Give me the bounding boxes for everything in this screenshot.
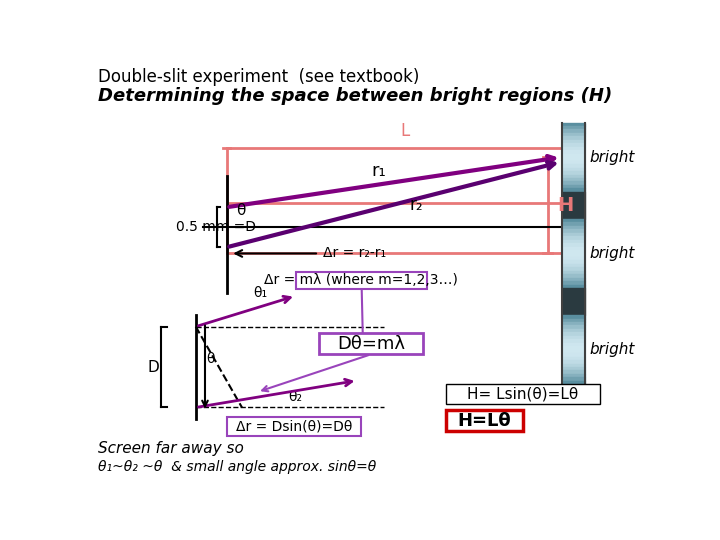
Bar (562, 181, 585, 185)
Bar (562, 264, 585, 267)
Bar (562, 150, 585, 154)
Bar (562, 130, 585, 133)
Bar (562, 333, 585, 336)
Bar (562, 353, 585, 356)
Bar (562, 370, 585, 374)
Bar (562, 346, 585, 350)
Bar (296, 272, 427, 289)
Bar (562, 322, 585, 326)
Text: Screen far away so: Screen far away so (98, 441, 244, 456)
Text: Double-slit experiment  (see textbook): Double-slit experiment (see textbook) (98, 68, 419, 86)
Bar (562, 161, 585, 164)
Bar (562, 260, 585, 264)
Text: bright: bright (589, 342, 634, 357)
Text: H= Lsin(θ)=Lθ: H= Lsin(θ)=Lθ (467, 387, 579, 402)
Bar (562, 171, 585, 174)
Bar (562, 123, 585, 126)
Bar (562, 377, 585, 381)
Bar (562, 222, 585, 226)
Bar (562, 164, 585, 167)
Bar (562, 278, 585, 281)
Bar (446, 384, 600, 404)
Bar (562, 329, 585, 333)
Text: H: H (557, 196, 573, 215)
Text: θ: θ (235, 203, 246, 218)
Text: 0.5 mm =D: 0.5 mm =D (176, 220, 256, 234)
Bar (562, 381, 585, 384)
Bar (562, 188, 585, 192)
Bar (562, 133, 585, 137)
Bar (562, 226, 585, 229)
Text: L: L (400, 122, 410, 140)
Text: r₁: r₁ (371, 162, 386, 180)
Bar (562, 267, 585, 271)
Text: Δr = mλ (where m=1,2,3…): Δr = mλ (where m=1,2,3…) (264, 273, 458, 287)
Text: r₂: r₂ (410, 196, 423, 214)
Text: Dθ=mλ: Dθ=mλ (337, 335, 405, 353)
Bar (562, 147, 585, 150)
Bar (562, 178, 585, 181)
Text: H=Lθ: H=Lθ (458, 411, 511, 429)
Bar (562, 363, 585, 367)
Bar (562, 281, 585, 285)
Bar (562, 288, 585, 315)
Bar (562, 336, 585, 339)
Text: θ₁: θ₁ (253, 286, 268, 300)
Text: bright: bright (589, 150, 634, 165)
Text: Δr = Dsin(θ)=Dθ: Δr = Dsin(θ)=Dθ (235, 420, 352, 434)
Bar (562, 343, 585, 346)
Bar (562, 126, 585, 130)
Bar (562, 192, 585, 219)
Bar (562, 219, 585, 222)
Bar (562, 315, 585, 319)
Bar (562, 174, 585, 178)
Bar (562, 157, 585, 161)
Text: θ: θ (207, 352, 215, 366)
Bar (562, 360, 585, 363)
Bar (562, 356, 585, 360)
Bar (562, 326, 585, 329)
Bar (227, 204, 562, 253)
Bar (562, 319, 585, 322)
Text: θ₂: θ₂ (288, 390, 302, 404)
Bar (562, 285, 585, 288)
Bar (562, 240, 585, 243)
Bar (319, 333, 423, 354)
Bar (562, 271, 585, 274)
Bar (446, 410, 523, 431)
Bar (562, 250, 585, 253)
Bar (562, 339, 585, 343)
Bar (562, 243, 585, 247)
Text: D: D (148, 360, 159, 375)
Bar (562, 236, 585, 240)
Bar (562, 253, 585, 257)
Bar (562, 233, 585, 236)
Text: θ₁~θ₂ ~θ  & small angle approx. sinθ=θ: θ₁~θ₂ ~θ & small angle approx. sinθ=θ (98, 460, 377, 474)
Bar (562, 367, 585, 370)
Text: Determining the space between bright regions (H): Determining the space between bright reg… (98, 86, 612, 105)
Bar (562, 143, 585, 147)
Text: Δr = r₂-r₁: Δr = r₂-r₁ (323, 246, 386, 260)
Bar (562, 140, 585, 143)
Bar (562, 374, 585, 377)
Bar (227, 417, 361, 436)
Bar (562, 154, 585, 157)
Text: bright: bright (589, 246, 634, 261)
Bar (562, 229, 585, 233)
Bar (562, 247, 585, 250)
Bar (562, 350, 585, 353)
Bar (562, 167, 585, 171)
Bar (562, 274, 585, 278)
Bar (562, 137, 585, 140)
Bar (562, 185, 585, 188)
Bar (562, 257, 585, 260)
